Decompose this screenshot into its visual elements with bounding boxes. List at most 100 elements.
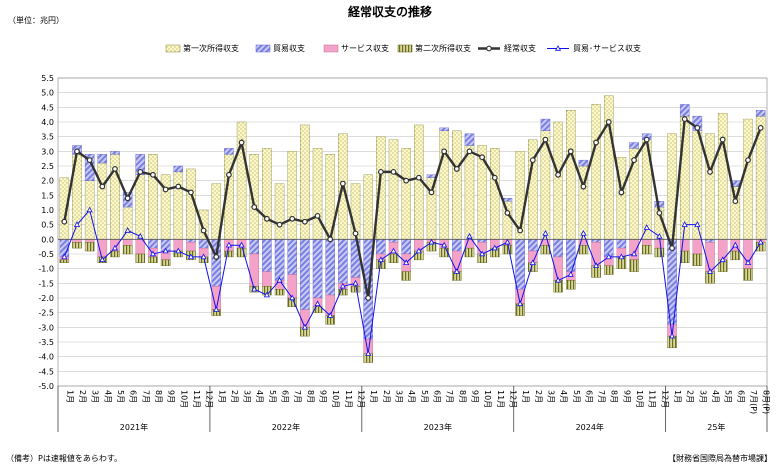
point-trade-services <box>73 221 81 227</box>
bar-primary-income <box>717 112 728 240</box>
bar-secondary-income <box>464 247 475 258</box>
year-label: 2022年 <box>272 422 300 432</box>
bar-trade <box>198 239 209 249</box>
x-tick-label: 12月 <box>660 390 669 408</box>
bar-secondary-income <box>679 250 690 263</box>
bar-trade <box>705 239 715 243</box>
point-current-account <box>567 148 574 155</box>
y-tick-label: -3.5 <box>38 338 54 347</box>
x-tick-label: 5月 <box>268 390 277 403</box>
bar-trade <box>553 239 563 258</box>
point-trade-services <box>415 247 422 254</box>
bar-primary-income <box>287 151 297 240</box>
bar-trade <box>110 151 120 155</box>
point-trade-services <box>327 312 334 318</box>
point-trade-services <box>339 282 346 289</box>
x-tick-label: 7月(P) <box>749 390 758 414</box>
point-trade-services <box>187 253 195 260</box>
bar-primary-income <box>679 115 690 240</box>
point-current-account <box>656 210 663 216</box>
point-trade-services <box>542 230 549 236</box>
x-tick-label: 6月 <box>736 390 745 403</box>
bar-trade <box>249 239 259 255</box>
x-tick-label: 6月 <box>129 390 138 403</box>
bar-trade <box>566 239 576 272</box>
x-tick-label: 8月 <box>306 390 315 403</box>
bars-layer <box>58 95 767 363</box>
y-tick-label: 3.5 <box>41 133 54 142</box>
x-tick-label: 10月 <box>483 390 492 408</box>
point-current-account <box>339 180 346 187</box>
bar-primary-income <box>553 121 563 240</box>
point-current-account <box>415 174 422 181</box>
bar-secondary-income <box>654 247 665 258</box>
point-trade-services <box>124 227 131 233</box>
bar-secondary-income <box>224 250 234 258</box>
bar-trade <box>679 104 690 117</box>
bar-secondary-income <box>312 306 323 313</box>
bar-primary-income <box>388 139 399 240</box>
bar-primary-income <box>97 162 108 240</box>
point-trade-services <box>694 221 701 227</box>
year-label: 2021年 <box>120 422 148 432</box>
x-tick-label: 9月 <box>319 390 328 403</box>
bar-trade <box>452 239 462 252</box>
point-current-account <box>61 218 68 225</box>
bar-trade <box>287 239 297 275</box>
y-tick-label: 4.5 <box>41 103 54 112</box>
x-tick-label: 8月 <box>610 390 619 403</box>
point-trade-services <box>99 256 106 263</box>
bar-services <box>122 239 133 246</box>
bar-primary-income <box>173 171 184 240</box>
bar-secondary-income <box>72 242 82 249</box>
x-tick-label: 3月 <box>546 390 555 403</box>
bar-primary-income <box>312 148 323 240</box>
x-tick-label: 9月 <box>470 390 479 403</box>
x-tick-label: 1月 <box>673 390 682 403</box>
point-current-account <box>491 174 498 181</box>
point-trade-services <box>137 232 144 239</box>
x-axis: 1月 2月 3月 4月 5月 6月 7月 8月 9月 10月 11月 12月 1月 2月 3月 4月 5月 6月 7… <box>57 386 771 432</box>
point-trade-services <box>377 256 384 263</box>
y-tick-label: -2.5 <box>38 309 54 318</box>
x-tick-label: 2月 <box>382 390 391 403</box>
point-current-account <box>542 136 549 143</box>
x-tick-label: 8月(P) <box>762 390 771 414</box>
point-current-account <box>86 157 93 164</box>
point-current-account <box>124 195 131 202</box>
point-current-account <box>301 218 308 225</box>
point-trade-services <box>744 259 752 266</box>
point-trade-services <box>719 256 726 263</box>
point-current-account <box>757 124 764 131</box>
point-current-account <box>593 139 599 146</box>
x-tick-label: 4月 <box>559 390 568 403</box>
x-tick-label: 4月 <box>255 390 264 403</box>
legend-swatch <box>165 44 181 53</box>
point-trade-services <box>441 241 448 248</box>
point-current-account <box>707 168 713 175</box>
y-tick-label: 1.0 <box>41 206 54 215</box>
point-current-account <box>390 168 397 175</box>
x-tick-label: 6月 <box>432 390 441 403</box>
point-trade-services <box>61 253 68 260</box>
legend: 第一次所得収支 貿易収支 サービス収支 第二次所得収支 経常収支 貿易･サービス収支 <box>165 43 641 53</box>
point-current-account <box>137 168 144 175</box>
bar-secondary-income <box>160 259 171 266</box>
point-current-account <box>618 189 625 196</box>
bar-trade <box>262 239 272 272</box>
x-tick-label: 8月 <box>458 390 467 403</box>
bar-trade <box>312 239 323 299</box>
bar-trade <box>439 127 449 132</box>
x-tick-label: 10月 <box>331 390 340 408</box>
x-tick-label: 11月 <box>648 390 657 408</box>
point-trade-services <box>149 250 157 257</box>
point-trade-services <box>630 250 638 257</box>
x-tick-label: 12月 <box>508 390 517 408</box>
point-current-account <box>732 198 739 205</box>
bar-primary-income <box>401 148 411 240</box>
point-current-account <box>352 230 359 237</box>
point-trade-services <box>529 259 536 266</box>
point-current-account <box>643 136 650 143</box>
